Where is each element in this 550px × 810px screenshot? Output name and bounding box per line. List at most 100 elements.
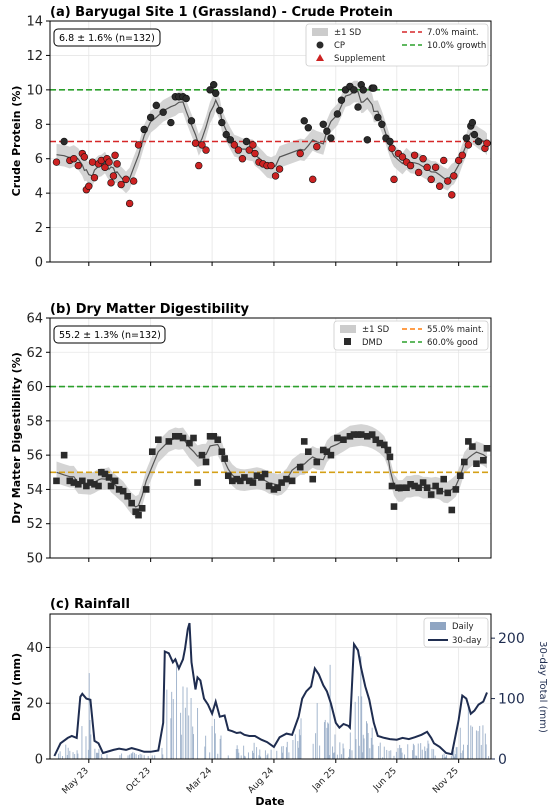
daily-rain-bar	[388, 750, 390, 759]
cp-point-supplement	[238, 155, 247, 163]
dmd-point	[258, 474, 265, 481]
daily-rain-bar	[65, 744, 67, 759]
daily-rain-bar	[454, 756, 456, 759]
panel-c-legend: Daily 30-day	[423, 617, 489, 648]
cp-point-supplement	[423, 163, 431, 172]
daily-rain-bar	[456, 747, 458, 759]
cp-point-supplement	[117, 180, 125, 189]
dmd-point	[221, 455, 228, 462]
dmd-point	[245, 477, 253, 485]
cp-point-supplement	[52, 158, 61, 166]
dmd-point	[461, 458, 468, 466]
dmd-point	[74, 480, 82, 488]
legend-b-maint-label: 55.0% maint.	[427, 325, 484, 335]
cp-point	[210, 80, 218, 89]
b-ytick-label: 52	[26, 517, 43, 532]
dmd-point	[249, 479, 257, 486]
cp-point-supplement	[275, 165, 284, 173]
dmd-point	[427, 491, 435, 498]
dmd-point	[300, 438, 308, 445]
cp-point-supplement	[198, 141, 206, 149]
dmd-point	[111, 477, 119, 485]
dmd-point	[480, 456, 487, 464]
a-ytick-label: 0	[35, 256, 43, 271]
b-ytick-label: 62	[26, 346, 43, 361]
legend-b-good-label: 60.0% good	[427, 338, 478, 348]
daily-rain-bar	[297, 741, 299, 759]
b-ytick-label: 54	[26, 483, 43, 498]
daily-rain-bar	[85, 736, 87, 759]
legend-maint-label: 7.0% maint.	[427, 28, 479, 38]
daily-rain-bar	[329, 664, 331, 759]
cp-point	[319, 120, 327, 128]
dmd-point	[70, 479, 78, 486]
legend-cp-label: CP	[334, 41, 345, 51]
daily-rain-bar	[236, 745, 238, 759]
daily-rain-bar	[151, 755, 153, 759]
dmd-point	[148, 448, 156, 456]
daily-rain-bar	[428, 743, 430, 759]
cp-point-supplement	[129, 177, 138, 185]
daily-rain-bar	[354, 701, 356, 759]
dmd-point	[218, 448, 226, 456]
dmd-point	[448, 506, 456, 514]
daily-rain-bar	[454, 754, 456, 759]
legend-total-label: 30-day	[452, 636, 482, 646]
daily-rain-bar	[339, 742, 341, 759]
daily-rain-bar	[76, 750, 78, 759]
dmd-point	[465, 438, 472, 445]
daily-rain-bar	[214, 718, 216, 759]
dmd-point	[79, 477, 86, 485]
dmd-point	[407, 480, 414, 488]
daily-rain-bar	[386, 749, 388, 759]
cp-point	[337, 96, 346, 104]
daily-rain-bar	[285, 747, 287, 759]
daily-rain-bar	[135, 754, 137, 759]
daily-rain-bar	[366, 721, 368, 759]
cp-point-supplement	[431, 163, 440, 172]
daily-rain-bar	[253, 742, 255, 759]
cp-point	[226, 136, 234, 144]
dmd-point	[229, 477, 236, 485]
daily-rain-bar	[298, 729, 300, 759]
daily-rain-bar	[484, 733, 486, 759]
daily-rain-bar	[400, 747, 402, 759]
cp-point-supplement	[448, 191, 456, 199]
cp-point	[212, 89, 220, 98]
daily-rain-bar	[444, 757, 446, 759]
cp-point	[350, 86, 358, 94]
daily-rain-bar	[69, 750, 71, 759]
daily-rain-bar	[397, 748, 399, 759]
daily-rain-bar	[413, 745, 415, 759]
panel-a-stats-box	[53, 28, 161, 47]
cp-point	[327, 134, 335, 142]
daily-rain-bar	[332, 746, 334, 759]
daily-rain-bar	[372, 744, 374, 759]
a-ytick-label: 2	[35, 221, 43, 236]
cp-point-supplement	[202, 146, 210, 154]
daily-rain-bar	[270, 749, 272, 759]
dmd-point	[436, 487, 443, 495]
daily-rain-bar	[243, 755, 245, 759]
daily-rain-bar	[132, 751, 134, 759]
legend-supplement-marker	[316, 54, 324, 61]
daily-rain-bar	[59, 751, 61, 759]
daily-rain-bar	[379, 742, 381, 759]
dmd-point	[386, 453, 394, 461]
dmd-point	[83, 482, 90, 490]
panel-c-title: (c) Rainfall	[50, 597, 130, 612]
cp-point	[216, 106, 224, 115]
cp-point	[462, 134, 471, 142]
dmd-point	[202, 458, 210, 466]
daily-rain-bar	[154, 755, 156, 759]
cp-point-supplement	[111, 151, 119, 159]
daily-rain-bar	[349, 749, 351, 759]
dmd-point	[214, 436, 222, 444]
dmd-point	[357, 431, 365, 438]
cp-point-supplement	[251, 149, 259, 158]
cp-point-supplement	[85, 182, 93, 190]
cp-point-supplement	[107, 179, 115, 187]
daily-rain-bar	[220, 735, 222, 759]
daily-rain-bar	[197, 707, 199, 759]
dmd-point	[334, 434, 341, 442]
